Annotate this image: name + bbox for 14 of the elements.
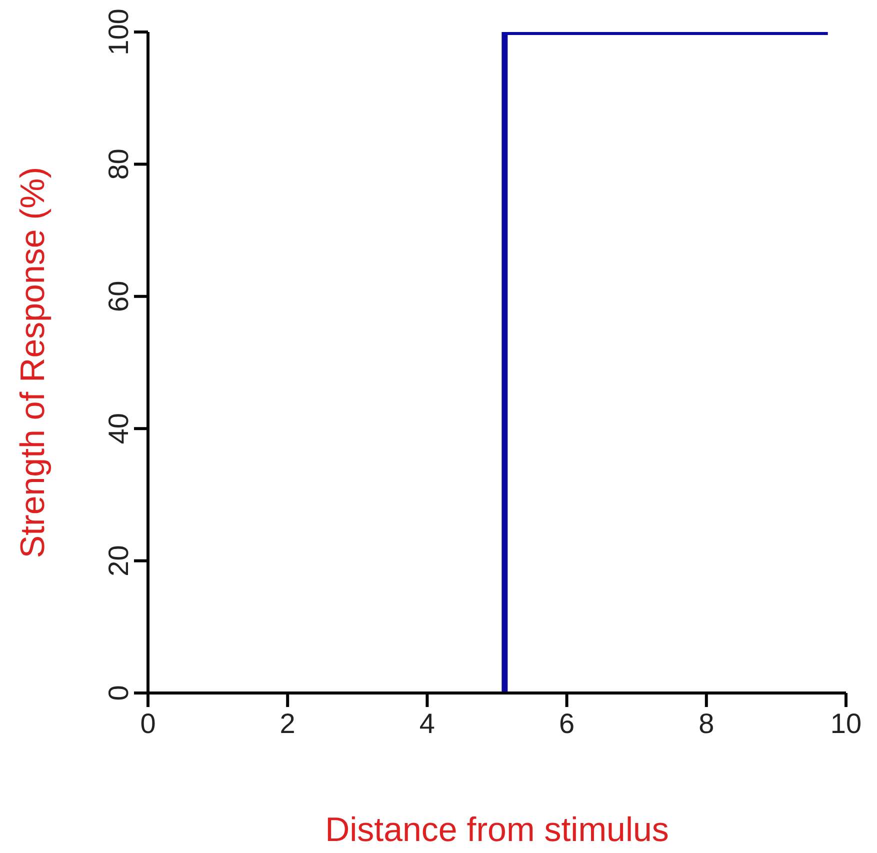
x-tick-label: 8 — [698, 708, 714, 739]
x-axis-title: Distance from stimulus — [325, 811, 669, 849]
y-tick-label: 100 — [103, 8, 134, 56]
y-tick-label: 40 — [103, 413, 134, 444]
x-tick-label: 4 — [419, 708, 435, 739]
y-tick-label: 0 — [103, 685, 134, 701]
y-tick-label: 80 — [103, 148, 134, 180]
y-axis-title: Strength of Response (%) — [14, 166, 52, 558]
x-tick-label: 6 — [559, 708, 575, 739]
x-tick-label: 0 — [140, 708, 156, 739]
y-tick-label: 20 — [103, 545, 134, 576]
y-tick-label: 60 — [103, 280, 134, 312]
x-tick-label: 10 — [830, 708, 862, 739]
x-tick-label: 2 — [280, 708, 296, 739]
